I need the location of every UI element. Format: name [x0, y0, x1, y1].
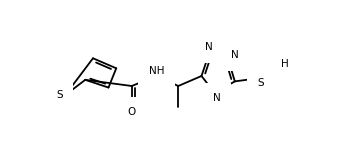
- Text: S: S: [258, 78, 265, 88]
- Text: O: O: [128, 107, 136, 117]
- Text: N: N: [205, 43, 213, 52]
- Text: N: N: [213, 93, 221, 103]
- Text: H: H: [281, 59, 288, 69]
- Text: S: S: [56, 90, 63, 100]
- Text: N: N: [231, 50, 239, 60]
- Text: NH: NH: [149, 66, 164, 76]
